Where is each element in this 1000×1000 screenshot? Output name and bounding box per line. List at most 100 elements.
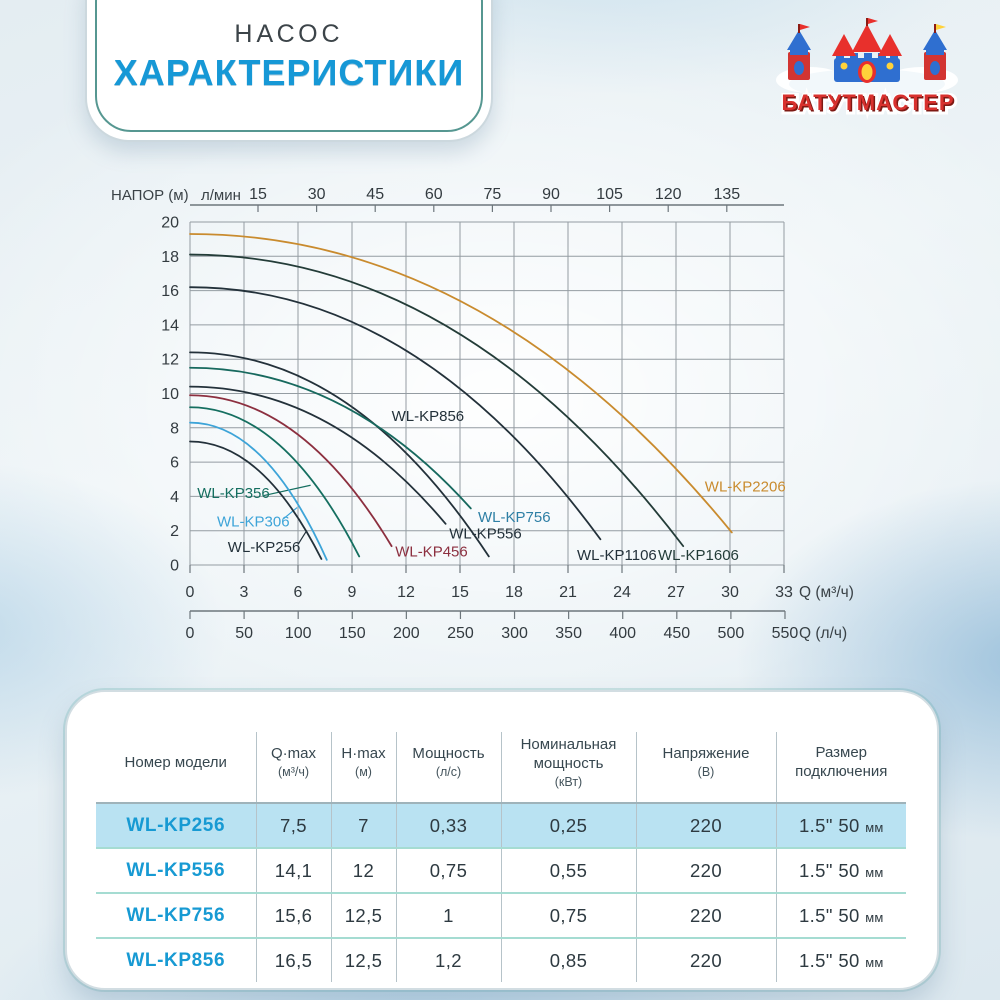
curve-WL-KP1106 [189, 286, 602, 541]
y-axis-tick-label: 2 [170, 523, 179, 540]
y-axis-title: НАПОР (м) [111, 187, 189, 204]
x-axis2-tick-label: 200 [393, 625, 420, 642]
column-header: H·max (м) [330, 732, 396, 805]
model-name: WL-KP556 [96, 847, 256, 894]
castle-logo-icon: БАТУТМАСТЕР БАТУТМАСТЕР [776, 18, 958, 120]
curve-label-WL-KP256: WL-KP256 [228, 539, 301, 556]
voltage-value: 220 [635, 937, 776, 983]
x-axis-title: Q (м³/ч) [799, 584, 854, 601]
logo-text: БАТУТМАСТЕР [781, 90, 954, 115]
top-axis-tick-label: 60 [425, 186, 443, 203]
x-axis2-tick-label: 350 [555, 625, 582, 642]
curve-label-WL-KP1106: WL-KP1106 [577, 547, 657, 564]
x-axis2-tick-label: 250 [447, 625, 474, 642]
x-axis2-title: Q (л/ч) [799, 625, 847, 642]
curve-WL-KP756 [189, 366, 472, 510]
page-subtitle: НАСОС [234, 20, 344, 48]
top-axis-tick-label: 105 [596, 186, 623, 203]
specs-table-header: Номер модели Q·max (м³/ч) H·max (м) Мощность(… [96, 732, 906, 805]
specs-table-card: Номер модели Q·max (м³/ч) H·max (м) Мощность(… [65, 690, 939, 990]
x-axis2-tick-label: 0 [186, 625, 195, 642]
curve-WL-KP856 [189, 351, 490, 558]
y-axis-tick-label: 20 [161, 215, 179, 232]
specs-table-body: WL-KP256 7,5 7 0,33 0,25 220 1.5" 50 мм WL-KP55… [96, 803, 906, 983]
table-row-WL-KP756: WL-KP756 15,6 12,5 1 0,75 220 1.5" 50 мм [96, 892, 906, 939]
connection-size-value: 1.5" 50 мм [775, 847, 906, 894]
header-card-inner-border [95, 0, 483, 132]
logo-text-shadow: БАТУТМАСТЕР [783, 92, 956, 117]
voltage-value: 220 [635, 847, 776, 894]
curve-label-WL-KP556: WL-KP556 [449, 525, 522, 542]
y-axis-tick-label: 16 [161, 283, 179, 300]
column-unit: (м) [355, 765, 372, 780]
y-axis-tick-label: 0 [170, 558, 179, 575]
hmax-value: 12 [330, 847, 396, 894]
power-value: 0,75 [395, 847, 501, 894]
nominal-power-value: 0,75 [500, 892, 636, 939]
curve-label-WL-KP356: WL-KP356 [197, 485, 270, 502]
page-title: ХАРАКТЕРИСТИКИ [113, 52, 465, 93]
connection-size-unit: мм [865, 909, 884, 925]
x-axis-tick-label: 30 [721, 584, 739, 601]
voltage-value: 220 [635, 803, 776, 849]
x-axis2-tick-label: 400 [609, 625, 636, 642]
table-row-WL-KP256: WL-KP256 7,5 7 0,33 0,25 220 1.5" 50 мм [96, 803, 906, 849]
x-axis2-tick-label: 550 [772, 625, 799, 642]
hmax-value: 7 [330, 803, 396, 849]
curve-label-WL-KP1606: WL-KP1606 [658, 547, 739, 564]
qmax-value: 15,6 [255, 892, 331, 939]
power-value: 1 [395, 892, 501, 939]
column-header: Мощность (л/с) [395, 732, 501, 805]
column-header: Номер модели [96, 732, 256, 805]
nominal-power-value: 0,85 [500, 937, 636, 983]
x-axis2-tick-label: 300 [501, 625, 528, 642]
column-header: Q·max (м³/ч) [255, 732, 331, 805]
curve-label-WL-KP456: WL-KP456 [395, 543, 468, 560]
connection-size-value: 1.5" 50 мм [775, 803, 906, 849]
column-unit: (В) [697, 765, 715, 780]
table-row-WL-KP856: WL-KP856 16,5 12,5 1,2 0,85 220 1.5" 50 мм [96, 937, 906, 983]
column-header: Номинальная мощность (кВт) [500, 732, 636, 805]
x-axis-tick-label: 3 [240, 584, 249, 601]
x-axis-tick-label: 27 [667, 584, 685, 601]
power-value: 1,2 [395, 937, 501, 983]
nominal-power-value: 0,25 [500, 803, 636, 849]
header-card: НАСОС ХАРАКТЕРИСТИКИ [85, 0, 493, 142]
y-axis-tick-label: 18 [161, 249, 179, 266]
x-axis2-tick-label: 500 [718, 625, 745, 642]
curve-callout-WL-KP256 [297, 531, 307, 545]
voltage-value: 220 [635, 892, 776, 939]
y-axis-tick-label: 10 [161, 386, 179, 403]
curve-WL-KP1606 [189, 253, 685, 548]
nominal-power-value: 0,55 [500, 847, 636, 894]
top-axis-tick-label: 135 [713, 186, 740, 203]
specs-table: Номер модели Q·max (м³/ч) H·max (м) Мощность(… [96, 732, 906, 983]
brand-logo: БАТУТМАСТЕР БАТУТМАСТЕР [762, 18, 972, 122]
x-axis2-tick-label: 450 [663, 625, 690, 642]
curve-callout-WL-KP356 [263, 484, 311, 497]
curve-WL-KP456 [189, 394, 393, 548]
curve-label-WL-KP856: WL-KP856 [392, 408, 465, 425]
left-castle-icon [787, 24, 811, 80]
curve-WL-KP2206 [189, 233, 733, 534]
pump-curves-chart: 0 2 4 6 8 10 12 14 16 18 20 НАПОР (м) л/мин 15 30 45 60 7… [95, 170, 905, 660]
curve-WL-KP306 [189, 421, 328, 561]
connection-size-unit: мм [865, 954, 884, 970]
column-unit: (кВт) [554, 774, 583, 789]
top-axis-tick-label: 45 [366, 186, 384, 203]
curve-WL-KP556 [189, 385, 447, 525]
x-axis2-tick-label: 150 [339, 625, 366, 642]
curve-WL-KP356 [189, 406, 361, 558]
top-axis-title: л/мин [201, 187, 241, 204]
top-axis-tick-label: 75 [484, 186, 502, 203]
curve-callout-WL-KP306 [283, 507, 298, 520]
top-axis-tick-label: 120 [655, 186, 682, 203]
curve-label-WL-KP306: WL-KP306 [217, 513, 290, 530]
y-axis-tick-label: 8 [170, 420, 179, 437]
center-castle-icon [832, 18, 902, 83]
y-axis-tick-label: 14 [161, 317, 179, 334]
curve-WL-KP256 [189, 440, 323, 560]
column-unit: (м³/ч) [277, 765, 310, 780]
column-header: Размер подключения [775, 732, 906, 805]
